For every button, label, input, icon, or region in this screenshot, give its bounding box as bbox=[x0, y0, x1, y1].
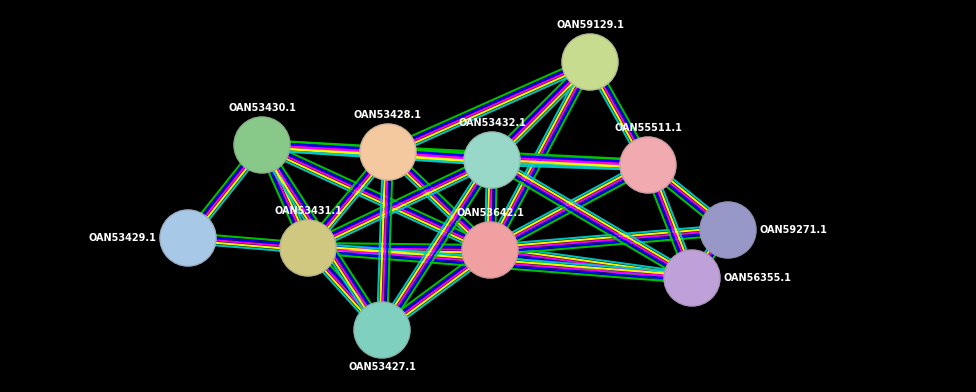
Circle shape bbox=[234, 117, 290, 173]
Circle shape bbox=[700, 202, 756, 258]
Circle shape bbox=[160, 210, 216, 266]
Text: OAN53429.1: OAN53429.1 bbox=[88, 233, 156, 243]
Circle shape bbox=[462, 222, 518, 278]
Text: OAN59271.1: OAN59271.1 bbox=[760, 225, 828, 235]
Text: OAN56355.1: OAN56355.1 bbox=[724, 273, 792, 283]
Text: OAN55511.1: OAN55511.1 bbox=[614, 123, 682, 133]
Circle shape bbox=[280, 220, 336, 276]
Text: OAN53642.1: OAN53642.1 bbox=[456, 208, 524, 218]
Text: OAN53427.1: OAN53427.1 bbox=[348, 362, 416, 372]
Text: OAN53430.1: OAN53430.1 bbox=[228, 103, 296, 113]
Text: OAN59129.1: OAN59129.1 bbox=[556, 20, 624, 30]
Text: OAN53431.1: OAN53431.1 bbox=[274, 206, 342, 216]
Circle shape bbox=[360, 124, 416, 180]
Circle shape bbox=[354, 302, 410, 358]
Circle shape bbox=[562, 34, 618, 90]
Circle shape bbox=[464, 132, 520, 188]
Text: OAN53432.1: OAN53432.1 bbox=[458, 118, 526, 128]
Text: OAN53428.1: OAN53428.1 bbox=[354, 110, 422, 120]
Circle shape bbox=[620, 137, 676, 193]
Circle shape bbox=[664, 250, 720, 306]
